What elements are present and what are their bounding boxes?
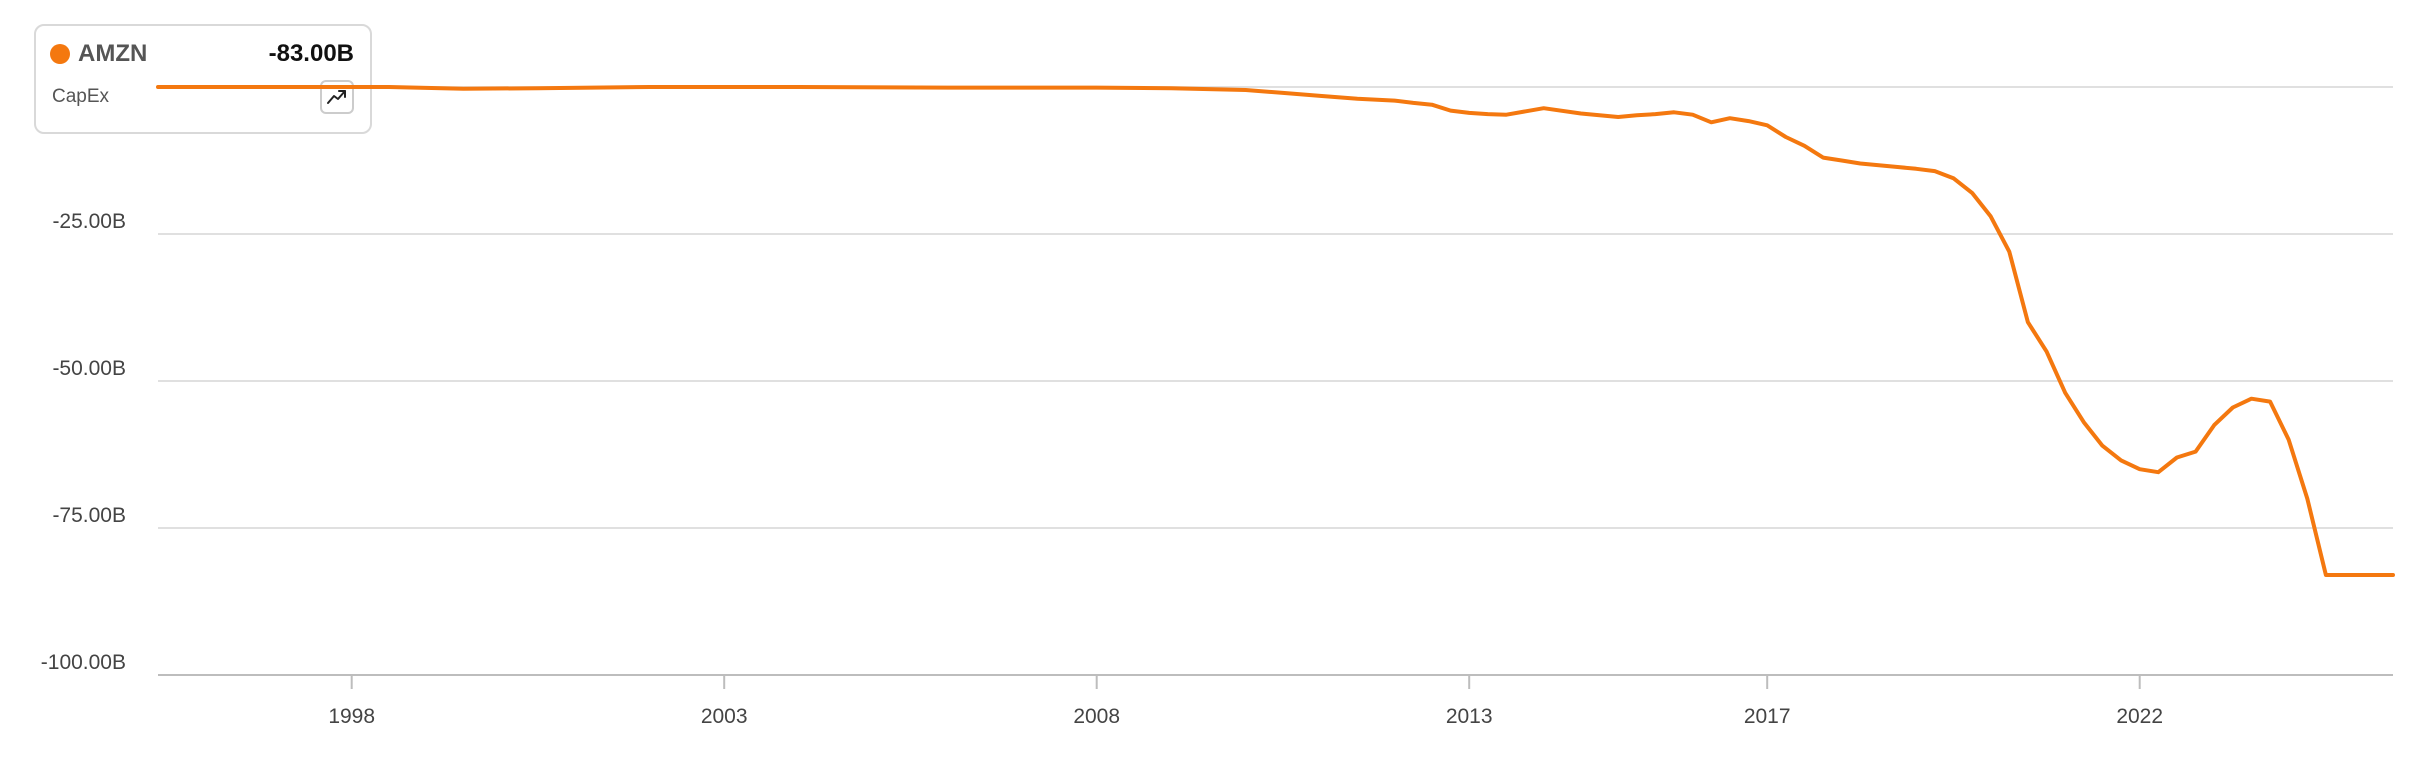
legend-value: -83.00B	[268, 40, 354, 67]
x-tick-label: 2022	[2116, 705, 2163, 728]
y-tick-label: -25.00B	[52, 210, 126, 233]
legend-metric: CapEx	[52, 86, 110, 107]
x-tick-label: 2008	[1073, 705, 1120, 728]
series-line-amzn	[156, 85, 2395, 577]
x-tick-label: 1998	[328, 705, 375, 728]
legend-ticker: AMZN	[78, 40, 148, 67]
y-tick-label: -75.00B	[52, 504, 126, 527]
x-tick-label: 2017	[1744, 705, 1791, 728]
trending-up-icon	[327, 90, 346, 104]
y-tick-label: -50.00B	[52, 357, 126, 380]
x-tick-label: 2003	[701, 705, 748, 728]
x-tick-label: 2013	[1446, 705, 1493, 728]
series-color-dot	[50, 44, 70, 64]
y-tick-label: -100.00B	[41, 651, 126, 674]
